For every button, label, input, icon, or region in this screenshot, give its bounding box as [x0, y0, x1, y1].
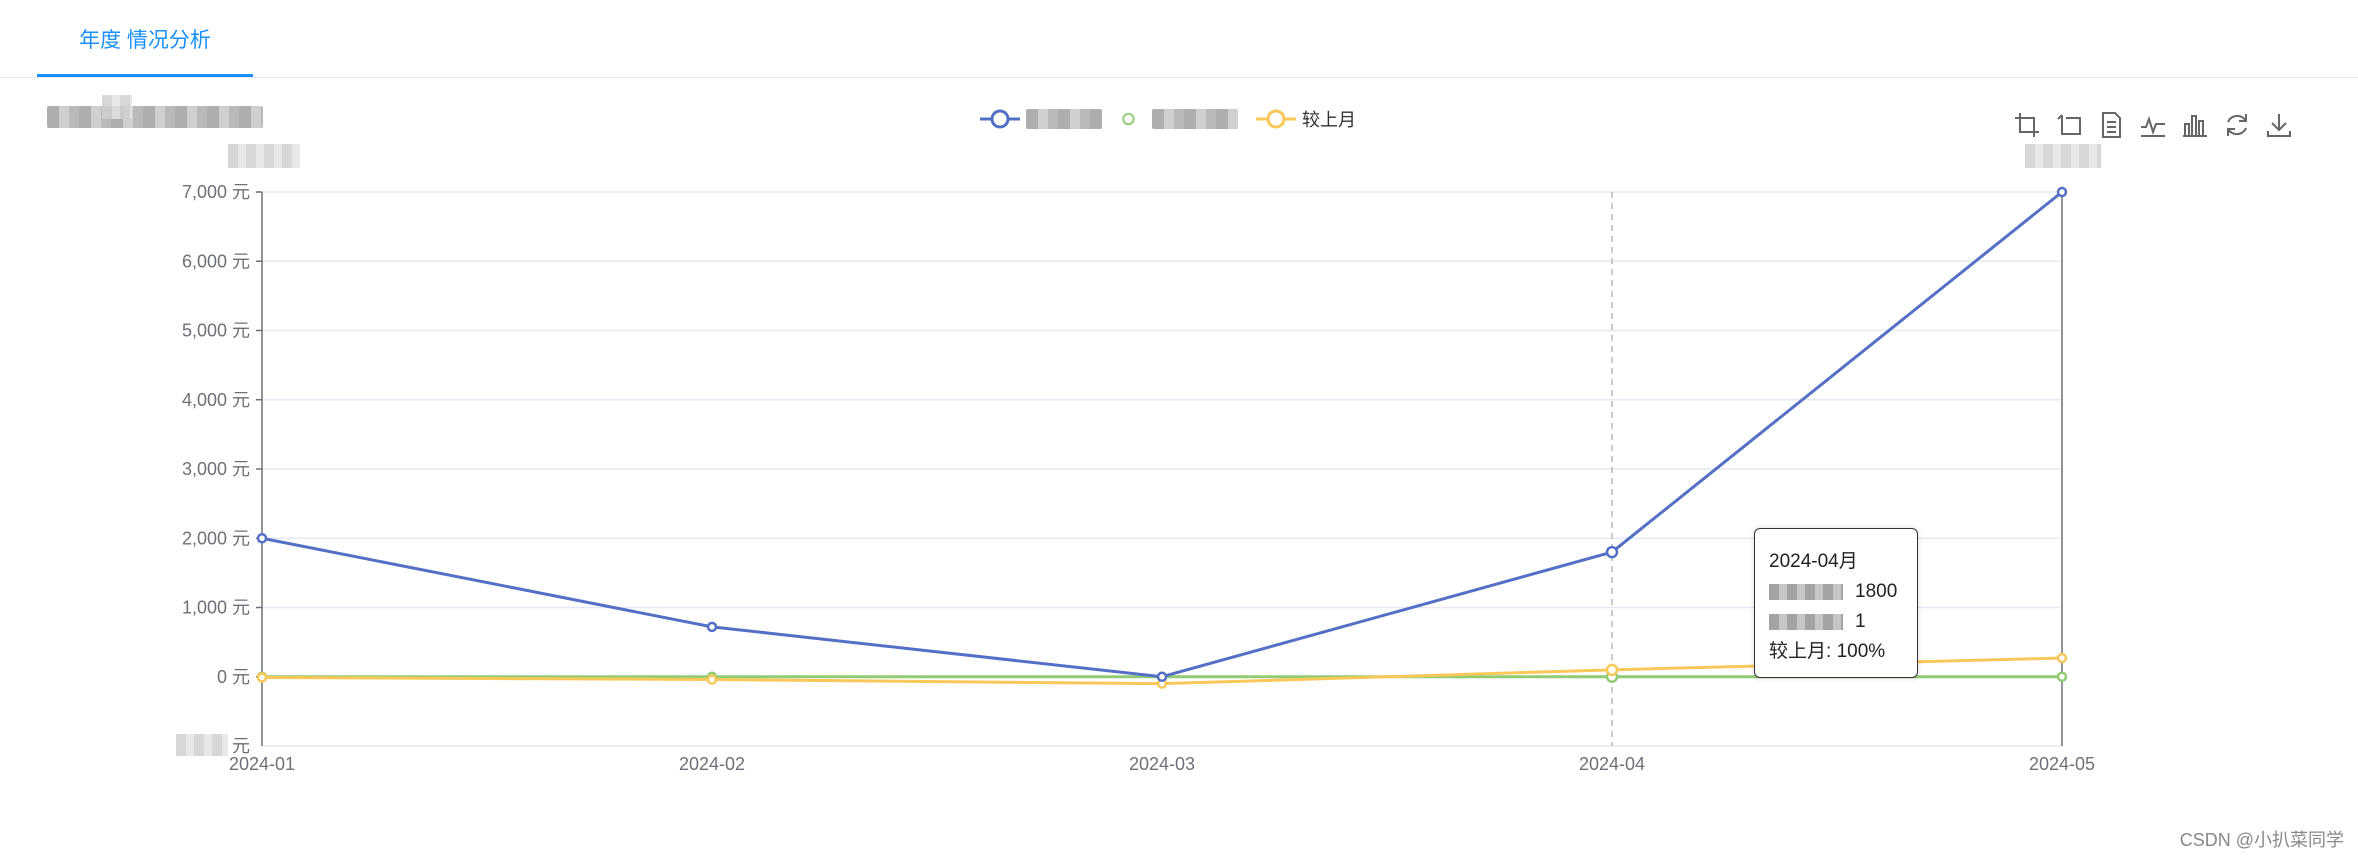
- legend-item-series-3[interactable]: 较上月: [1256, 106, 1356, 132]
- download-icon[interactable]: [2264, 110, 2294, 140]
- tooltip-row-value: 100%: [1836, 641, 1886, 662]
- legend-label-series-1-redacted: [1026, 109, 1102, 129]
- chart-legend: 较上月: [980, 104, 1356, 134]
- x-tick-label: 2024-04: [1579, 754, 1645, 774]
- legend-item-series-1[interactable]: [980, 108, 1102, 130]
- tooltip-row-value: 1800: [1855, 581, 1898, 602]
- series-point-2: [2056, 671, 2068, 682]
- series-point-3: [1605, 663, 1619, 677]
- x-tick-label: 2024-01: [229, 754, 295, 774]
- y-tick-label: 5,000 元: [182, 321, 250, 341]
- series-point-3: [2056, 652, 2068, 664]
- tab-active-indicator: [37, 74, 253, 77]
- legend-swatch-series-1: [980, 109, 1020, 129]
- y-tick-label: 元: [232, 736, 250, 756]
- legend-swatch-series-2: [1122, 112, 1135, 126]
- y-tick-label: 4,000 元: [182, 390, 250, 410]
- watermark: CSDN @小扒菜同学: [2179, 830, 2344, 850]
- y-tick-label: 7,000 元: [182, 182, 250, 202]
- series-point-1: [2056, 186, 2068, 198]
- legend-label-series-2-redacted: [1152, 109, 1238, 129]
- redacted-blank: [102, 95, 132, 119]
- tab-annual-analysis[interactable]: 年度 情况分析: [37, 0, 253, 77]
- tab-label: 年度 情况分析: [79, 28, 211, 52]
- tooltip-row-series-2: 1: [1769, 607, 1903, 637]
- legend-item-series-2[interactable]: [1120, 108, 1238, 130]
- tooltip-row-series-1: 1800: [1769, 577, 1903, 607]
- x-tick-label: 2024-03: [1129, 754, 1195, 774]
- crop-back-icon[interactable]: [2054, 110, 2084, 140]
- chart-tooltip: 2024-04月 1800 1 较上月: 100%: [1754, 528, 1918, 678]
- x-tick-label: 2024-02: [679, 754, 745, 774]
- redacted-right-axis-name: [2025, 144, 2101, 168]
- tooltip-title: 2024-04月: [1769, 551, 1858, 572]
- redacted-bottom-tick: [176, 734, 228, 756]
- axis-layer: 7,000 元 6,000 元 5,000 元 4,000 元 3,000 元 2,000…: [182, 182, 2095, 774]
- series-point-3: [706, 674, 718, 685]
- series-point-1: [1605, 545, 1619, 559]
- tooltip-row-value: 1: [1855, 611, 1866, 632]
- tab-bar: 年度 情况分析: [0, 0, 2358, 78]
- y-tick-label: 6,000 元: [182, 251, 250, 271]
- series-point-1: [1156, 671, 1168, 682]
- refresh-icon[interactable]: [2222, 110, 2252, 140]
- redacted-left-axis-name: [228, 144, 300, 168]
- legend-swatch-series-3: [1256, 109, 1296, 129]
- y-tick-label: 3,000 元: [182, 459, 250, 479]
- y-tick-label: 2,000 元: [182, 528, 250, 548]
- crop-icon[interactable]: [2012, 110, 2042, 140]
- y-tick-label: 1,000 元: [182, 598, 250, 618]
- tooltip-row-label-redacted: [1769, 613, 1843, 630]
- y-tick-label: 0 元: [217, 667, 250, 687]
- legend-label-series-3: 较上月: [1302, 110, 1356, 130]
- redacted-chart-title: [47, 106, 263, 128]
- x-tick-label: 2024-05: [2029, 754, 2095, 774]
- tooltip-row-label-redacted: [1769, 583, 1843, 600]
- tooltip-row-label: 较上月:: [1769, 641, 1832, 662]
- tooltip-row-series-3: 较上月: 100%: [1769, 637, 1903, 667]
- data-view-icon[interactable]: [2096, 110, 2126, 140]
- bar-chart-icon[interactable]: [2180, 110, 2210, 140]
- series-point-3: [256, 672, 268, 683]
- series-point-1: [706, 621, 718, 633]
- series-point-1: [256, 533, 268, 544]
- chart-toolbox: [2012, 110, 2294, 140]
- line-chart-icon[interactable]: [2138, 110, 2168, 140]
